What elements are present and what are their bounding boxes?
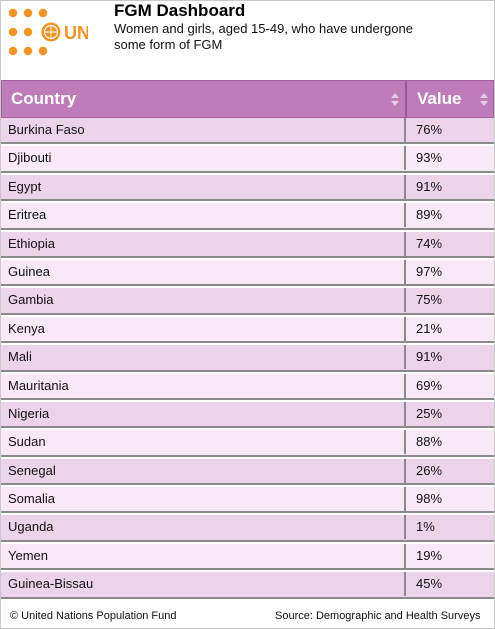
table-row: Gambia 75% <box>1 288 494 315</box>
value-cell: 26% <box>416 462 443 478</box>
country-cell: Uganda <box>1 515 406 540</box>
table-row: Yemen 19% <box>1 543 494 571</box>
table-row: Sudan 88% <box>1 430 494 457</box>
table-row: Burkina Faso 76% <box>1 118 494 145</box>
value-cell: 97% <box>416 263 443 279</box>
country-cell: Sudan <box>1 430 406 455</box>
value-cell: 21% <box>416 320 443 336</box>
table-row: Uganda 1% <box>1 515 494 542</box>
dashboard-footer: © United Nations Population Fund Source:… <box>0 604 495 628</box>
country-cell: Mali <box>1 345 406 370</box>
table-row: Guinea-Bissau 45% <box>1 572 494 599</box>
value-cell: 76% <box>416 122 443 137</box>
column-header-value[interactable]: Value <box>409 81 493 117</box>
value-cell: 74% <box>416 235 443 251</box>
table-header: Country Value <box>1 80 494 118</box>
country-cell: Guinea-Bissau <box>1 572 406 597</box>
page-title: FGM Dashboard <box>114 1 246 20</box>
country-cell: Eritrea <box>1 203 406 228</box>
table-row: Eritrea 89% <box>1 203 494 230</box>
country-cell: Nigeria <box>1 401 406 426</box>
country-cell: Egypt <box>1 174 406 199</box>
un-logo-text: UN <box>64 23 88 43</box>
table-body: Burkina Faso 76% Djibouti 93% Egypt 91% Eri… <box>1 118 494 601</box>
table-row: Senegal 26% <box>1 458 494 486</box>
sort-icon[interactable] <box>480 93 488 107</box>
value-cell: 91% <box>416 178 443 194</box>
value-cell: 98% <box>416 491 443 507</box>
table-row: Mauritania 69% <box>1 373 494 400</box>
country-cell: Gambia <box>1 288 406 313</box>
column-header-value-label: Value <box>417 89 462 108</box>
value-cell: 1% <box>416 519 435 535</box>
table-row: Nigeria 25% <box>1 401 494 429</box>
country-cell: Ethiopia <box>1 231 406 256</box>
value-cell: 88% <box>416 434 443 450</box>
sort-icon[interactable] <box>391 93 399 107</box>
country-cell: Kenya <box>1 316 406 341</box>
page-subtitle: Women and girls, aged 15-49, who have un… <box>114 21 413 52</box>
country-cell: Somalia <box>1 487 406 512</box>
table-row: Somalia 98% <box>1 487 494 514</box>
value-cell: 89% <box>416 207 443 223</box>
country-cell: Djibouti <box>1 146 406 171</box>
country-cell: Mauritania <box>1 373 406 398</box>
value-cell: 69% <box>416 377 443 393</box>
country-cell: Senegal <box>1 458 406 483</box>
table-row: Guinea 97% <box>1 259 494 287</box>
country-cell: Burkina Faso <box>1 118 406 142</box>
value-cell: 45% <box>416 576 443 592</box>
table-row: Kenya 21% <box>1 316 494 344</box>
value-cell: 93% <box>416 150 443 166</box>
country-cell: Guinea <box>1 259 406 284</box>
source-text: Source: Demographic and Health Surveys <box>275 610 481 622</box>
column-header-country[interactable]: Country <box>2 81 407 117</box>
value-cell: 25% <box>416 405 443 421</box>
table-row: Djibouti 93% <box>1 146 494 173</box>
dashboard-header: UN FGM Dashboard Women and girls, aged 1… <box>0 0 495 80</box>
country-cell: Yemen <box>1 543 406 568</box>
unfpa-logo: UN <box>8 8 88 56</box>
table-row: Mali 91% <box>1 345 494 372</box>
column-header-country-label: Country <box>11 89 77 108</box>
value-cell: 19% <box>416 547 443 563</box>
value-cell: 91% <box>416 349 443 365</box>
table-row: Ethiopia 74% <box>1 231 494 258</box>
table-row: Egypt 91% <box>1 174 494 202</box>
value-cell: 75% <box>416 292 443 308</box>
copyright-text: © United Nations Population Fund <box>10 610 177 622</box>
